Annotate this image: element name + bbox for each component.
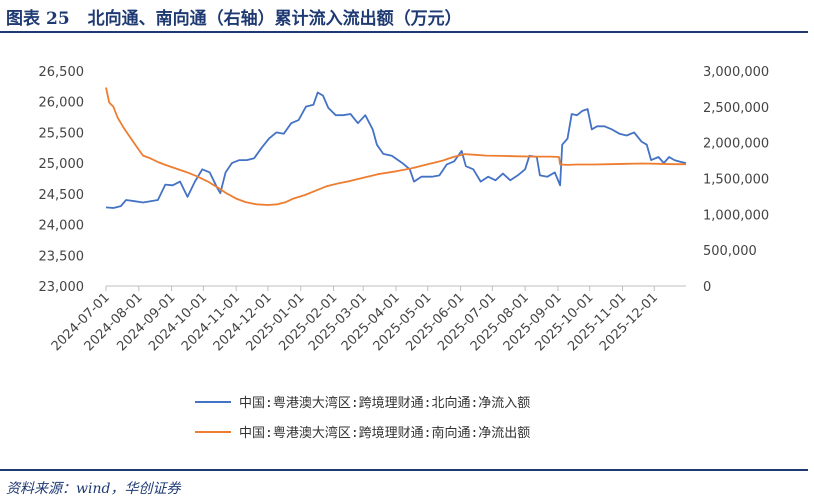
legend: 中国:粤港澳大湾区:跨境理财通:北向通:净流入额中国:粤港澳大湾区:跨境理财通:… (195, 395, 530, 441)
chart-area: 23,000 23,500 24,000 24,500 25,000 25,500 26,0… (39, 65, 770, 441)
y-left-tick-label: 24,000 (39, 219, 85, 234)
right-axis: 0 500,000 1,000,000 1,500,000 2,000,000 2,500… (703, 65, 769, 295)
plot-lines (105, 87, 687, 209)
title-rule (0, 31, 808, 33)
y-left-tick-label: 26,500 (39, 65, 85, 80)
y-left-tick-label: 26,000 (39, 96, 85, 111)
south-series-line (105, 87, 686, 206)
y-left-tick-label: 23,000 (39, 280, 85, 295)
y-right-tick-label: 500,000 (703, 244, 757, 259)
y-right-tick-label: 3,000,000 (703, 65, 769, 80)
y-right-tick-label: 2,500,000 (703, 101, 769, 116)
footer-rule (0, 469, 808, 471)
y-right-tick-label: 1,000,000 (703, 208, 769, 223)
y-right-tick-label: 0 (703, 280, 711, 295)
source-note: 资料来源：wind，华创证券 (6, 481, 181, 497)
north-series-line (105, 91, 687, 209)
y-left-tick-label: 23,500 (39, 249, 85, 264)
y-left-tick-label: 25,000 (39, 157, 85, 172)
y-right-tick-label: 2,000,000 (703, 137, 769, 152)
y-left-tick-label: 24,500 (39, 188, 85, 203)
y-left-tick-label: 25,500 (39, 126, 85, 141)
left-axis: 23,000 23,500 24,000 24,500 25,000 25,500 26,0… (39, 65, 85, 295)
figure-title: 图表 25 北向通、南向通（右轴）累计流入流出额（万元） (6, 4, 462, 29)
chart-title: 北向通、南向通（右轴）累计流入流出额（万元） (87, 9, 462, 29)
legend-north-label: 中国:粤港澳大湾区:跨境理财通:北向通:净流入额 (239, 395, 530, 411)
x-axis: 2024-07-012024-08-012024-09-012024-10-01… (49, 286, 661, 354)
figure-label: 图表 (6, 9, 40, 29)
y-right-tick-label: 1,500,000 (703, 173, 769, 188)
legend-south-label: 中国:粤港澳大湾区:跨境理财通:南向通:净流出额 (239, 425, 530, 441)
figure-number: 25 (46, 9, 70, 29)
